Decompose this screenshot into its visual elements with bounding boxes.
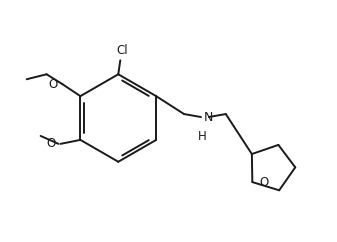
- Text: O: O: [46, 137, 56, 150]
- Text: H: H: [197, 130, 206, 143]
- Text: Cl: Cl: [117, 44, 128, 57]
- Text: N: N: [204, 111, 213, 123]
- Text: O: O: [259, 176, 269, 189]
- Text: O: O: [48, 78, 58, 91]
